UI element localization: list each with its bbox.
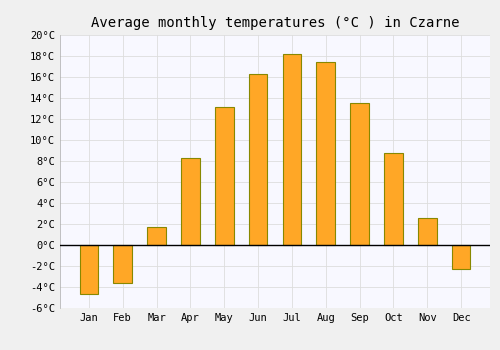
Bar [452, 245, 470, 269]
Bar [316, 62, 335, 245]
Bar [350, 103, 369, 245]
Bar [181, 158, 200, 245]
Bar [282, 54, 301, 245]
Bar [384, 153, 403, 245]
Bar [147, 227, 166, 245]
Bar [215, 107, 234, 245]
Bar [80, 245, 98, 294]
Bar [114, 245, 132, 283]
Bar [418, 218, 436, 245]
Bar [249, 74, 268, 245]
Title: Average monthly temperatures (°C ) in Czarne: Average monthly temperatures (°C ) in Cz… [91, 16, 459, 30]
